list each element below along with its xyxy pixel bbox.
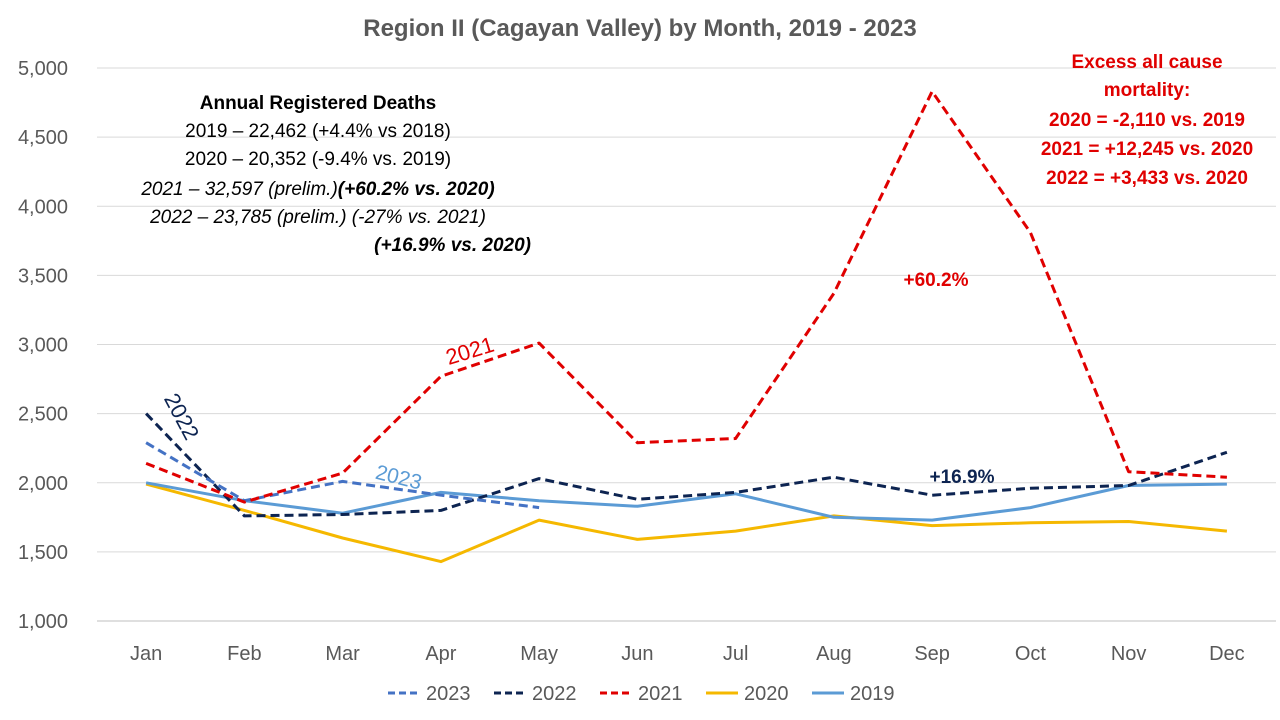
legend-label-2022: 2022: [532, 683, 577, 705]
excess-line-2020: 2020 = -2,110 vs. 2019: [1049, 110, 1245, 131]
note-line-2022-vs-2020: (+16.9% vs. 2020): [374, 235, 531, 256]
excess-line-2021: 2021 = +12,245 vs. 2020: [1041, 139, 1253, 160]
x-tick-label: Feb: [227, 643, 261, 665]
y-axis-ticks: 1,000 1,500 2,000 2,500 3,000 3,500 4,000 4,500…: [18, 58, 68, 633]
y-tick-label: 3,000: [18, 335, 68, 357]
legend: 2023 2022 2021 2020 2019: [388, 683, 895, 705]
x-tick-label: Oct: [1015, 643, 1047, 665]
series-label-2023: 2023: [373, 461, 424, 495]
annotation: +60.2%: [904, 270, 969, 291]
x-tick-label: Apr: [425, 643, 456, 665]
series-line-2021: [145, 90, 1227, 504]
x-tick-label: Sep: [914, 643, 950, 665]
x-tick-label: Aug: [816, 643, 852, 665]
series-lines: [145, 90, 1228, 564]
note-line-2020: 2020 – 20,352 (-9.4% vs. 2019): [185, 149, 451, 170]
legend-label-2023: 2023: [426, 683, 471, 705]
excess-line-2022: 2022 = +3,433 vs. 2020: [1046, 168, 1248, 189]
series-line-2019: [145, 481, 1227, 522]
note-heading: Annual Registered Deaths: [200, 93, 437, 114]
series-line-2023: [145, 441, 540, 510]
x-tick-label: Mar: [325, 643, 360, 665]
excess-line-1: Excess all cause: [1071, 52, 1222, 73]
y-tick-label: 4,500: [18, 127, 68, 149]
excess-line-2: mortality:: [1104, 80, 1191, 101]
y-tick-label: 3,500: [18, 265, 68, 287]
excess-mortality-note: Excess all cause mortality: 2020 = -2,11…: [1041, 52, 1253, 189]
note-line-2022: 2022 – 23,785 (prelim.) (-27% vs. 2021): [149, 207, 486, 228]
y-tick-label: 1,000: [18, 611, 68, 633]
legend-label-2021: 2021: [638, 683, 683, 705]
chart-title: Region II (Cagayan Valley) by Month, 201…: [363, 15, 917, 42]
gridlines: [97, 67, 1276, 622]
series-line-2022: [145, 412, 1228, 518]
y-tick-label: 4,000: [18, 196, 68, 218]
y-tick-label: 5,000: [18, 58, 68, 80]
note-line-2021: 2021 – 32,597 (prelim.)(+60.2% vs. 2020): [140, 179, 494, 200]
x-tick-label: Nov: [1111, 643, 1147, 665]
x-tick-label: Dec: [1209, 643, 1245, 665]
x-tick-label: May: [520, 643, 558, 665]
series-line-2020: [145, 482, 1228, 564]
legend-label-2020: 2020: [744, 683, 789, 705]
annotation: +16.9%: [930, 467, 995, 488]
x-tick-label: Jan: [130, 643, 162, 665]
y-tick-label: 2,500: [18, 404, 68, 426]
note-line-2021-b: (+60.2% vs. 2020): [338, 179, 495, 200]
y-tick-label: 2,000: [18, 473, 68, 495]
note-line-2019: 2019 – 22,462 (+4.4% vs 2018): [185, 121, 451, 142]
x-axis-ticks: Jan Feb Mar Apr May Jun Jul Aug Sep Oct Nov Dec: [130, 643, 1245, 665]
y-tick-label: 1,500: [18, 542, 68, 564]
series-label-2021: 2021: [443, 332, 497, 370]
x-tick-label: Jul: [723, 643, 749, 665]
note-line-2021-a: 2021 – 32,597 (prelim.): [140, 179, 337, 200]
x-tick-label: Jun: [621, 643, 653, 665]
annual-deaths-note: Annual Registered Deaths 2019 – 22,462 (…: [140, 93, 531, 256]
legend-label-2019: 2019: [850, 683, 895, 705]
